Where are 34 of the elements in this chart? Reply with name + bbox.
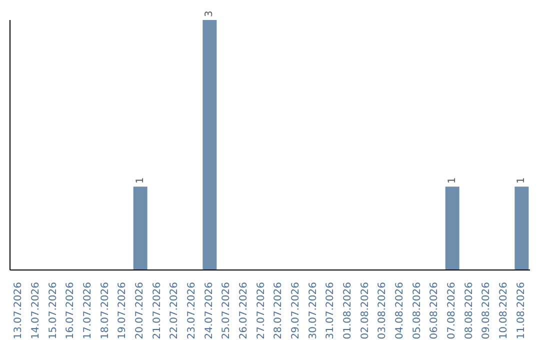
x-tick-label: 09.08.2026 [481,282,492,340]
data-label: 1 [446,177,458,184]
x-tick-label: 23.07.2026 [186,282,198,340]
x-tick-label: 11.08.2026 [516,282,527,340]
x-tick-label: 22.07.2026 [169,282,180,340]
x-tick-label: 17.07.2026 [82,282,94,340]
x-tick-label: 25.07.2026 [221,282,232,340]
x-tick-label: 21.07.2026 [152,282,163,340]
x-tick-label: 05.08.2026 [412,282,423,340]
x-tick-label: 07.08.2026 [446,282,458,340]
x-tick-label: 19.07.2026 [117,282,128,340]
x-tick-label: 13.07.2026 [13,282,24,340]
x-tick-label: 08.08.2026 [464,282,475,340]
x-tick-label: 26.07.2026 [238,282,250,340]
data-label: 1 [134,177,146,184]
x-tick-label: 18.07.2026 [100,282,111,340]
x-tick-label: 03.08.2026 [377,282,388,340]
x-tick-label: 29.07.2026 [290,282,302,340]
x-tick-label: 10.08.2026 [498,282,510,340]
x-tick-label: 30.07.2026 [308,282,319,340]
x-tick-label: 06.08.2026 [429,282,440,340]
x-tick-label: 31.07.2026 [325,282,336,340]
x-tick-label: 16.07.2026 [65,282,76,340]
data-label: 3 [204,10,216,17]
x-tick-label: 02.08.2026 [360,282,371,340]
x-tick-label: 01.08.2026 [342,282,354,340]
x-tick-label: 28.07.2026 [273,282,284,340]
x-tick-label: 27.07.2026 [256,282,267,340]
data-label: 1 [516,177,528,184]
x-tick-label: 14.07.2026 [30,282,42,340]
x-tick-label: 04.08.2026 [394,282,406,340]
x-tick-label: 15.07.2026 [48,282,59,340]
x-tick-label: 20.07.2026 [134,282,146,340]
x-tick-label: 24.07.2026 [204,282,215,340]
